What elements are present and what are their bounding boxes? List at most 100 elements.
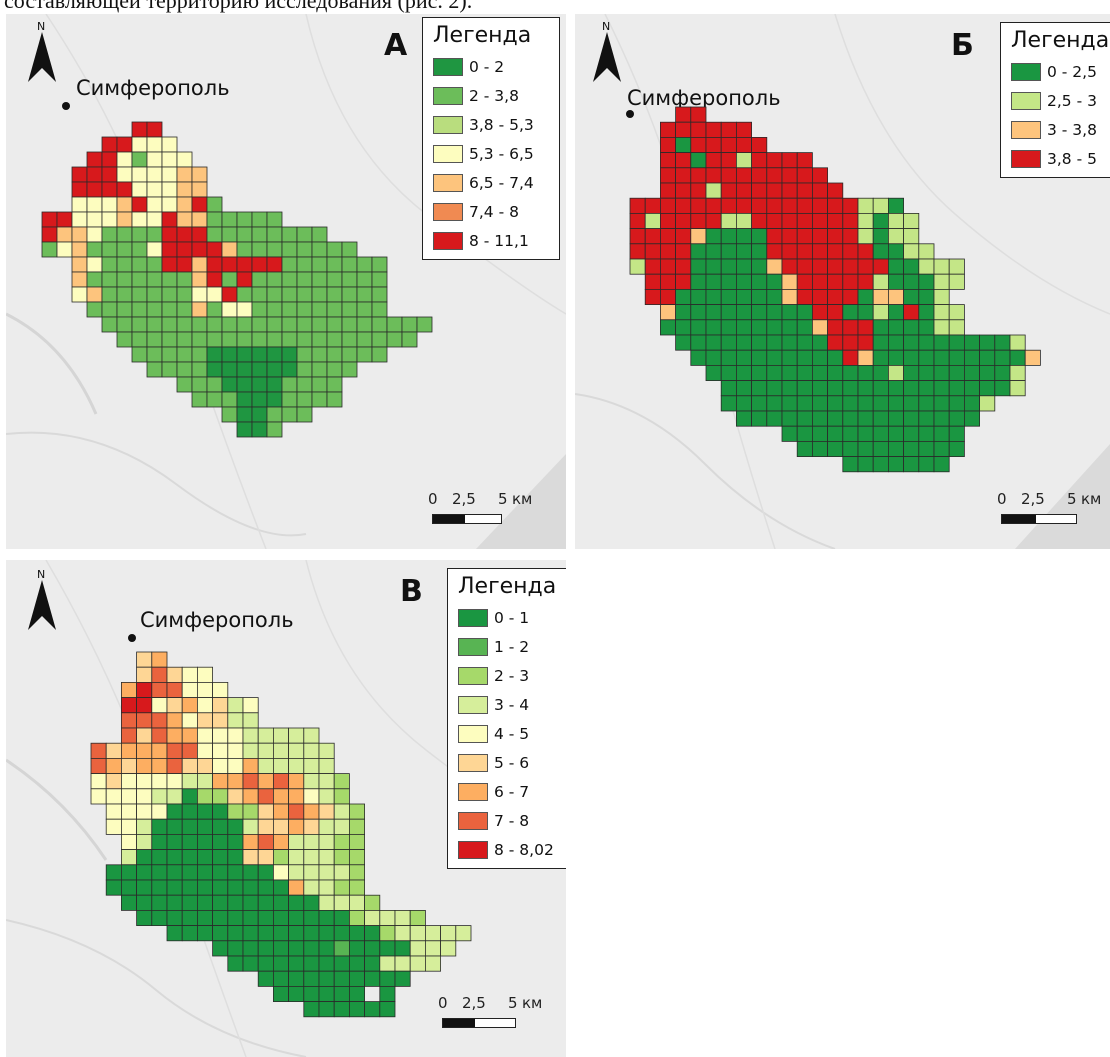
grid-cell — [176, 256, 193, 273]
grid-cell — [221, 256, 238, 273]
grid-cell — [401, 331, 418, 348]
grid-cell — [242, 849, 259, 866]
grid-cell — [191, 301, 208, 318]
legend-label: 7 - 8 — [494, 811, 530, 830]
grid-cell — [136, 818, 153, 835]
grid-cell — [409, 940, 426, 957]
grid-cell — [288, 970, 305, 987]
grid-cell — [766, 395, 783, 412]
grid-cell — [191, 331, 208, 348]
grid-cell — [161, 181, 178, 198]
grid-cell — [212, 849, 229, 866]
legend-swatch — [1011, 62, 1041, 81]
grid-cell — [811, 425, 828, 442]
grid-cell — [242, 727, 259, 744]
grid-cell — [136, 864, 153, 881]
grid-cell — [660, 228, 677, 245]
grid-cell — [116, 181, 133, 198]
grid-cell — [979, 380, 996, 397]
grid-cell — [781, 197, 798, 214]
grid-cell — [872, 395, 889, 412]
grid-cell — [212, 803, 229, 820]
grid-cell — [348, 1001, 365, 1018]
grid-cell — [720, 364, 737, 381]
legend-title: Легенда — [458, 574, 557, 599]
grid-cell — [348, 970, 365, 987]
legend-item: 7,4 - 8 — [433, 197, 553, 226]
grid-cell — [311, 361, 328, 378]
grid-cell — [660, 319, 677, 336]
grid-cell — [720, 349, 737, 366]
grid-cell — [236, 241, 253, 258]
grid-cell — [887, 197, 904, 214]
grid-cell — [161, 271, 178, 288]
grid-cell — [101, 256, 118, 273]
legend-label: 4 - 5 — [494, 724, 530, 743]
grid-cell — [735, 319, 752, 336]
grid-cell — [251, 406, 268, 423]
grid-cell — [303, 757, 320, 774]
scale-tick-2: 5 — [498, 490, 508, 508]
grid-cell — [86, 196, 103, 213]
legend-swatch — [1011, 91, 1041, 110]
grid-cell — [811, 380, 828, 397]
grid-cell — [781, 228, 798, 245]
grid-cell — [333, 788, 350, 805]
legend-swatch — [458, 840, 488, 859]
north-arrow-icon: N — [28, 568, 56, 630]
grid-map — [41, 121, 433, 438]
grid-cell — [781, 380, 798, 397]
grid-cell — [811, 243, 828, 260]
grid-cell — [735, 304, 752, 321]
grid-cell — [827, 440, 844, 457]
grid-cell — [136, 757, 153, 774]
north-arrow-icon: N — [28, 20, 56, 82]
grid-cell — [212, 909, 229, 926]
grid-cell — [629, 243, 646, 260]
panel-letter: В — [400, 574, 423, 609]
grid-cell — [766, 364, 783, 381]
grid-cell — [176, 301, 193, 318]
grid-cell — [266, 301, 283, 318]
grid-cell — [303, 985, 320, 1002]
grid-cell — [690, 182, 707, 199]
panel-letter: А — [384, 28, 408, 63]
grid-cell — [409, 925, 426, 942]
grid-cell — [766, 212, 783, 229]
grid-cell — [288, 894, 305, 911]
grid-cell — [394, 909, 411, 926]
grid-cell — [221, 331, 238, 348]
grid-cell — [872, 456, 889, 473]
grid-cell — [303, 909, 320, 926]
grid-cell — [811, 334, 828, 351]
grid-cell — [371, 316, 388, 333]
grid-cell — [257, 833, 274, 850]
grid-cell — [206, 286, 223, 303]
grid-cell — [176, 151, 193, 168]
grid-cell — [146, 226, 163, 243]
grid-cell — [735, 137, 752, 154]
grid-cell — [766, 288, 783, 305]
grid-cell — [857, 228, 874, 245]
grid-cell — [827, 410, 844, 427]
grid-cell — [348, 833, 365, 850]
grid-cell — [318, 742, 335, 759]
grid-cell — [86, 256, 103, 273]
grid-cell — [212, 864, 229, 881]
grid-cell — [903, 425, 920, 442]
grid-cell — [116, 331, 133, 348]
grid-cell — [660, 258, 677, 275]
grid-cell — [196, 697, 213, 714]
grid-cell — [251, 256, 268, 273]
grid-cell — [90, 757, 107, 774]
grid-cell — [341, 256, 358, 273]
grid-cell — [827, 334, 844, 351]
grid-cell — [918, 380, 935, 397]
grid-cell — [735, 197, 752, 214]
grid-cell — [281, 346, 298, 363]
grid-cell — [242, 833, 259, 850]
grid-cell — [364, 894, 381, 911]
grid-cell — [206, 316, 223, 333]
grid-cell — [131, 196, 148, 213]
north-label: N — [37, 568, 45, 581]
